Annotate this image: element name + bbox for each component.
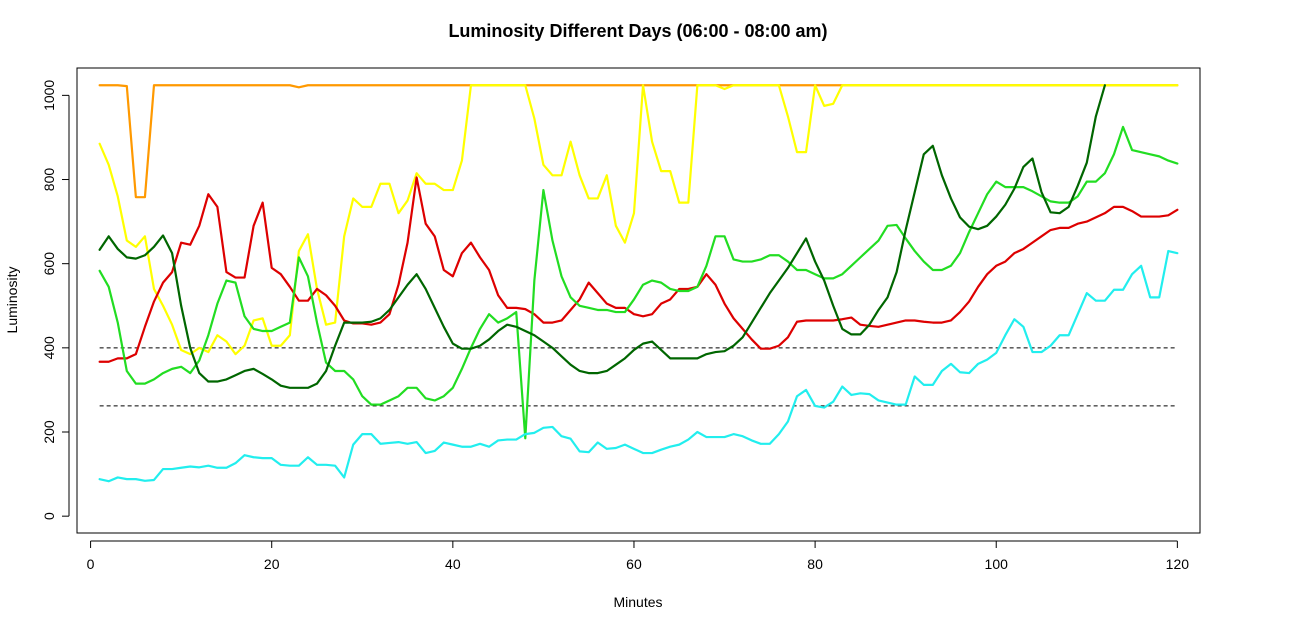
chart-title: Luminosity Different Days (06:00 - 08:00… xyxy=(448,21,827,41)
series-line-3 xyxy=(98,176,1179,363)
series-line-1 xyxy=(98,84,1179,199)
x-tick-label: 60 xyxy=(626,556,642,572)
x-tick-label: 0 xyxy=(87,556,95,572)
x-tick-label: 120 xyxy=(1166,556,1190,572)
x-tick-label: 80 xyxy=(807,556,823,572)
x-axis-label: Minutes xyxy=(613,594,662,610)
y-tick-label: 1000 xyxy=(41,80,57,111)
y-axis-label: Luminosity xyxy=(4,267,20,334)
reference-lines xyxy=(99,347,1178,407)
series-line-6 xyxy=(98,249,1179,483)
series-lines xyxy=(98,84,1179,483)
y-tick-label: 800 xyxy=(41,168,57,192)
series-line-4 xyxy=(98,125,1179,440)
y-tick-label: 400 xyxy=(41,336,57,360)
series-line-5 xyxy=(98,84,1107,389)
plot-frame xyxy=(76,67,1201,534)
x-axis: 0 20 40 60 80 100 120 xyxy=(87,540,1190,572)
x-tick-label: 20 xyxy=(264,556,280,572)
x-tick-label: 100 xyxy=(985,556,1009,572)
y-axis: 0 200 400 600 800 1000 xyxy=(41,80,70,520)
y-tick-label: 0 xyxy=(41,512,57,520)
x-tick-label: 40 xyxy=(445,556,461,572)
y-tick-label: 200 xyxy=(41,420,57,444)
y-tick-label: 600 xyxy=(41,252,57,276)
series-line-2 xyxy=(98,84,1179,356)
